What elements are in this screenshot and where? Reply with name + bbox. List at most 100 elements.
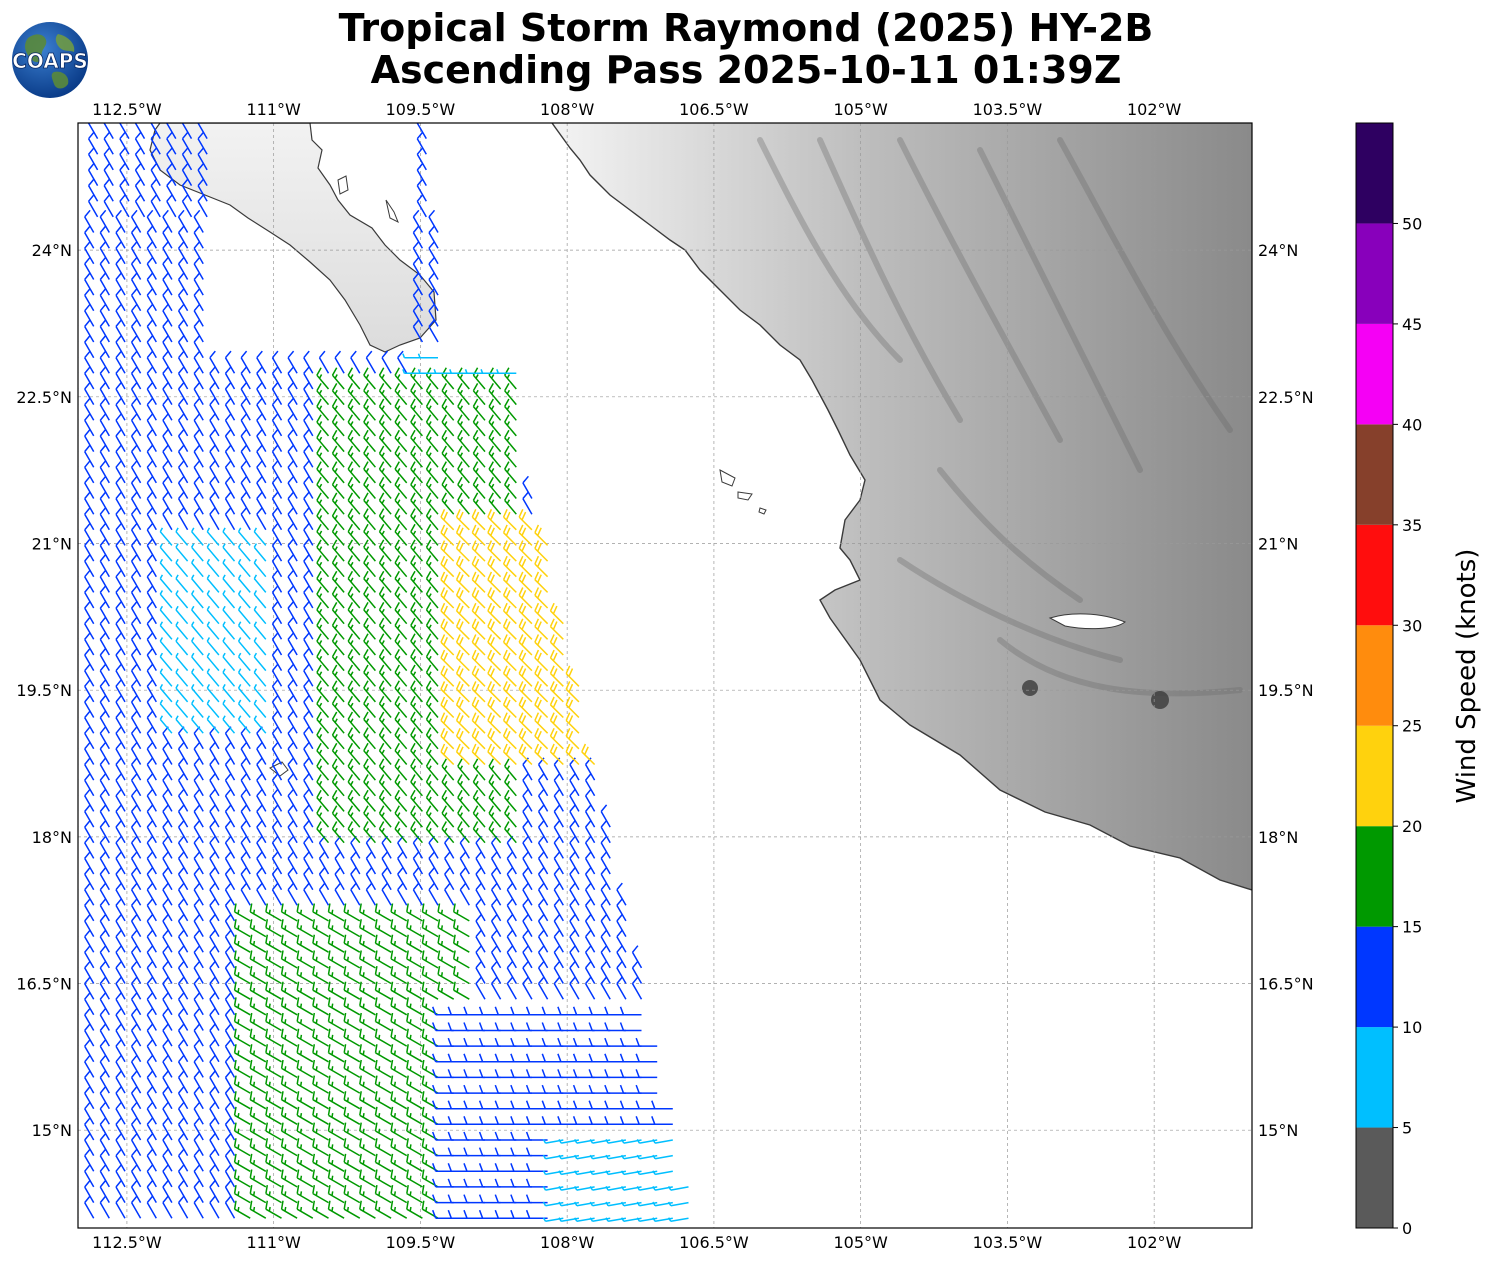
wind-barb [502,555,517,578]
wind-barb [416,131,427,155]
wind-barb [428,272,439,296]
wind-barb [130,882,142,906]
wind-barb [177,960,189,984]
wind-barb [471,524,486,546]
wind-barb [233,1059,251,1079]
wind-barb [99,1039,110,1063]
wind-barb [359,1091,376,1110]
wind-barb [347,367,361,390]
wind-barb [159,652,173,672]
wind-barb [475,882,486,906]
lat-tick-label-left: 16.5°N [16,975,72,994]
wind-barb [78,293,79,296]
wind-barb [130,601,142,625]
wind-barb [390,1075,408,1094]
wind-barb [193,1164,204,1188]
colorbar-tick-label: 45 [1402,315,1422,334]
wind-barb [471,508,486,531]
wind-barb [256,507,267,531]
wind-barb [410,508,423,531]
wind-barb [412,867,424,891]
wind-barb [162,288,173,312]
wind-barb [193,381,204,405]
wind-barb [287,616,298,640]
wind-barb [177,397,189,421]
wind-barb [363,445,376,468]
wind-barb [162,428,173,452]
wind-barb [652,1139,673,1144]
wind-barb [162,444,173,468]
wind-barb [256,882,267,906]
wind-barb [441,461,455,484]
wind-barb [249,1059,267,1079]
wind-barb [271,585,283,609]
wind-barb [84,757,95,781]
wind-barb [378,445,392,468]
wind-barb [374,1122,392,1141]
wind-barb [130,381,142,405]
wind-barb [233,903,251,922]
wind-barb [146,882,157,906]
wind-barb [303,444,314,468]
wind-barb [130,694,142,718]
wind-barb [237,590,251,609]
wind-barb [421,965,439,985]
wind-barb [237,668,251,687]
wind-barb [146,1164,157,1188]
wind-barb [441,383,455,406]
wind-barb [177,992,189,1016]
wind-barb [237,527,251,546]
wind-barb [224,835,236,859]
wind-barb [410,742,423,765]
wind-barb [343,997,361,1016]
wind-barb [87,178,99,202]
wind-barb [455,618,470,640]
wind-barb [177,1148,189,1172]
wind-barb [296,950,314,969]
wind-barb [287,663,298,687]
wind-barb [331,758,345,781]
wind-barb [440,743,455,766]
wind-barb [181,131,193,155]
wind-barb [130,507,142,531]
wind-barb [224,1148,236,1172]
wind-barb [303,428,314,452]
wind-barb [193,397,204,421]
wind-barb [487,540,502,562]
wind-barb [146,507,157,531]
wind-barb [99,381,110,405]
wind-barb [316,805,330,828]
wind-barb [472,429,486,453]
wind-barb [455,681,470,703]
wind-barb [331,414,345,437]
wind-barb [193,741,204,765]
wind-barb [162,757,173,781]
wind-barb [471,681,486,703]
wind-barb [406,1028,423,1047]
wind-barb [347,492,361,515]
wind-barb [504,805,517,828]
wind-barb [193,1054,204,1078]
wind-barb [441,429,455,453]
wind-barb [222,590,236,609]
wind-barb [78,387,79,389]
wind-barb [209,350,220,374]
wind-barb [312,1138,329,1157]
wind-barb [130,663,142,687]
wind-barb [103,131,114,155]
wind-barb [425,539,439,562]
wind-barb [233,1122,251,1141]
wind-barb [378,398,392,421]
wind-barb [177,350,189,374]
wind-barb [421,981,439,1000]
wind-barb [162,976,173,1000]
wind-barb [271,773,283,797]
wind-barb [146,820,157,844]
wind-barb [162,413,173,437]
wind-barb [347,555,361,578]
wind-barb [99,585,110,609]
wind-barb [472,476,486,499]
wind-barb [193,1117,204,1141]
wind-barb [316,461,330,484]
wind-barb [569,773,580,797]
